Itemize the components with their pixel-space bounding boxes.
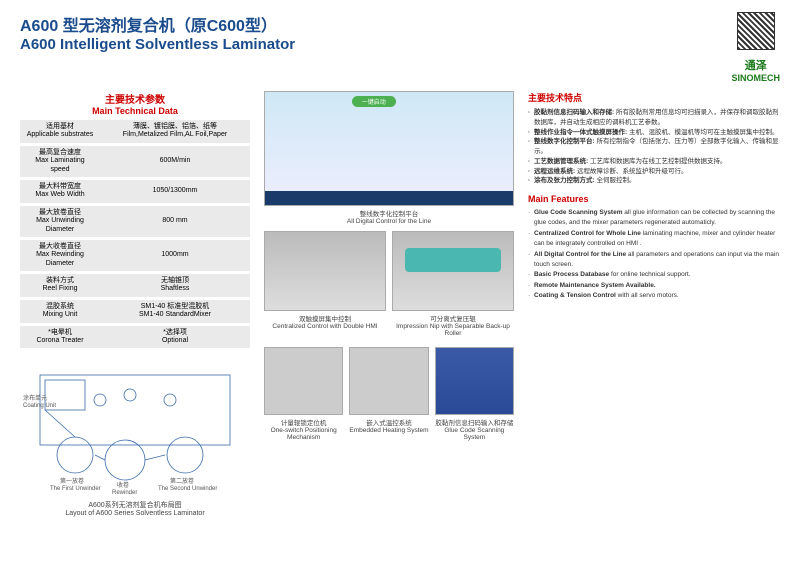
header: A600 型无溶剂复合机（原C600型） A600 Intelligent So… <box>0 0 800 91</box>
dual-hmi-photo <box>264 231 386 311</box>
features-title-cn: 主要技术特点 <box>528 91 780 104</box>
diagram-cap-en: Layout of A600 Series Solventless Lamina… <box>20 510 250 517</box>
hmi-screenshot: 一键启动 <box>264 91 514 206</box>
list-item: 整线数字化控制平台: 所有控制指令（包括张力、压力等）全部数字化输入、传输和显示… <box>528 137 780 157</box>
title-block: A600 型无溶剂复合机（原C600型） A600 Intelligent So… <box>20 12 295 53</box>
list-item: 胶黏剂信息扫码输入和存储: 所有胶黏剂常用信息均可扫描录入，并保存和调取胶黏剂数… <box>528 108 780 128</box>
table-row: 混胶系统Mixing UnitSM1-40 标准型混胶机SM1-40 Stand… <box>20 298 250 324</box>
dual-cap-cn: 双触摸屏集中控制 <box>264 313 386 323</box>
list-item: Glue Code Scanning System all glue infor… <box>528 208 780 229</box>
list-item: 工艺数据管理系统: 工艺库和数据库为在线工艺控制提供数据支持。 <box>528 157 780 167</box>
tech-title-en: Main Technical Data <box>20 106 250 116</box>
heat-cap-cn: 嵌入式温控系统 <box>349 417 428 427</box>
nip-cap-cn: 可分离式复压辊 <box>392 313 514 323</box>
dia-rw-en: Rewinder <box>112 490 137 495</box>
bottom-trio: 计量辊锁定位机 One-switch Positioning Mechanism… <box>264 347 514 447</box>
glue-cap-en: Glue Code Scanning System <box>435 427 514 441</box>
pos-cap-en: One-switch Positioning Mechanism <box>264 427 343 441</box>
dia-uw1-cn: 第一放卷 <box>60 477 84 485</box>
dia-uw2-cn: 第二放卷 <box>170 477 194 485</box>
table-row: 最大收卷直径Max Rewinding Diameter1000mm <box>20 238 250 272</box>
list-item: Remote Maintenance System Available. <box>528 281 780 291</box>
features-title-en: Main Features <box>528 194 780 204</box>
hmi-cap-cn: 整线数字化控制平台 <box>264 208 514 218</box>
heat-cap-en: Embedded Heating System <box>349 427 428 434</box>
list-item: 远程运维系统: 远程故障诊断、系统监护和升级可行。 <box>528 167 780 177</box>
glue-cap-cn: 胶黏剂信息扫码输入和存储 <box>435 417 514 427</box>
layout-diagram: 涂布单元 Coating Unit 第一放卷 The First Unwinde… <box>20 365 250 517</box>
page-title-cn: A600 型无溶剂复合机（原C600型） <box>20 12 295 36</box>
dual-cap-en: Centralized Control with Double HMI <box>264 323 386 330</box>
col-left: 主要技术参数 Main Technical Data 适用基材Applicabl… <box>20 91 250 517</box>
brand-block: 通泽 SINOMECH <box>731 12 780 83</box>
tech-title-cn: 主要技术参数 <box>20 91 250 106</box>
brand-name-en: SINOMECH <box>731 73 780 83</box>
pos-photo <box>264 347 343 415</box>
features-list-cn: 胶黏剂信息扫码输入和存储: 所有胶黏剂常用信息均可扫描录入，并保存和调取胶黏剂数… <box>528 108 780 186</box>
diagram-cap-cn: A600系列无溶剂复合机布局图 <box>20 500 250 510</box>
table-row: 最大放卷直径Max Unwinding Diameter800 mm <box>20 204 250 238</box>
table-row: 装料方式Reel Fixing无轴锥顶Shaftless <box>20 273 250 299</box>
list-item: 整线作业指令一体式触摸屏操作: 主机、混胶机、模温机等均可在主触摸屏集中控制。 <box>528 128 780 138</box>
table-row: 适用基材Applicable substrates薄膜、镀铝膜、铝箔、纸等Fil… <box>20 120 250 144</box>
list-item: Basic Process Database for online techni… <box>528 270 780 280</box>
dia-uw1-en: The First Unwinder <box>50 486 101 492</box>
col-right: 主要技术特点 胶黏剂信息扫码输入和存储: 所有胶黏剂常用信息均可扫描录入，并保存… <box>528 91 780 517</box>
dia-coating-en: Coating Unit <box>23 403 56 409</box>
dia-rw-cn: 收卷 <box>117 481 129 489</box>
brand-name-cn: 通泽 <box>731 57 780 73</box>
features-list-en: Glue Code Scanning System all glue infor… <box>528 208 780 302</box>
table-row: 最高复合速度Max Laminating speed600M/min <box>20 144 250 178</box>
table-row: *电晕机Corona Treater*选择项Optional <box>20 324 250 350</box>
table-row: 最大料带宽度Max Web Width1050/1300mm <box>20 178 250 204</box>
list-item: 涂布及张力控制方式: 全伺服控制。 <box>528 176 780 186</box>
page-title-en: A600 Intelligent Solventless Laminator <box>20 36 295 53</box>
nip-cap-en: Impression Nip with Separable Back-up Ro… <box>392 323 514 337</box>
dia-coating-cn: 涂布单元 <box>23 394 47 402</box>
dia-uw2-en: The Second Unwinder <box>158 486 217 492</box>
list-item: Coating & Tension Control with all servo… <box>528 291 780 301</box>
heat-photo <box>349 347 428 415</box>
qr-code <box>737 12 775 50</box>
pos-cap-cn: 计量辊锁定位机 <box>264 417 343 427</box>
content: 主要技术参数 Main Technical Data 适用基材Applicabl… <box>0 91 800 517</box>
nip-photo <box>392 231 514 311</box>
col-mid: 一键启动 整线数字化控制平台 All Digital Control for t… <box>264 91 514 517</box>
list-item: All Digital Control for the Line all par… <box>528 250 780 271</box>
spec-table: 适用基材Applicable substrates薄膜、镀铝膜、铝箔、纸等Fil… <box>20 120 250 351</box>
mid-row: 双触摸屏集中控制 Centralized Control with Double… <box>264 231 514 343</box>
glue-photo <box>435 347 514 415</box>
hmi-cap-en: All Digital Control for the Line <box>264 218 514 225</box>
list-item: Centralized Control for Whole Line lamin… <box>528 229 780 250</box>
